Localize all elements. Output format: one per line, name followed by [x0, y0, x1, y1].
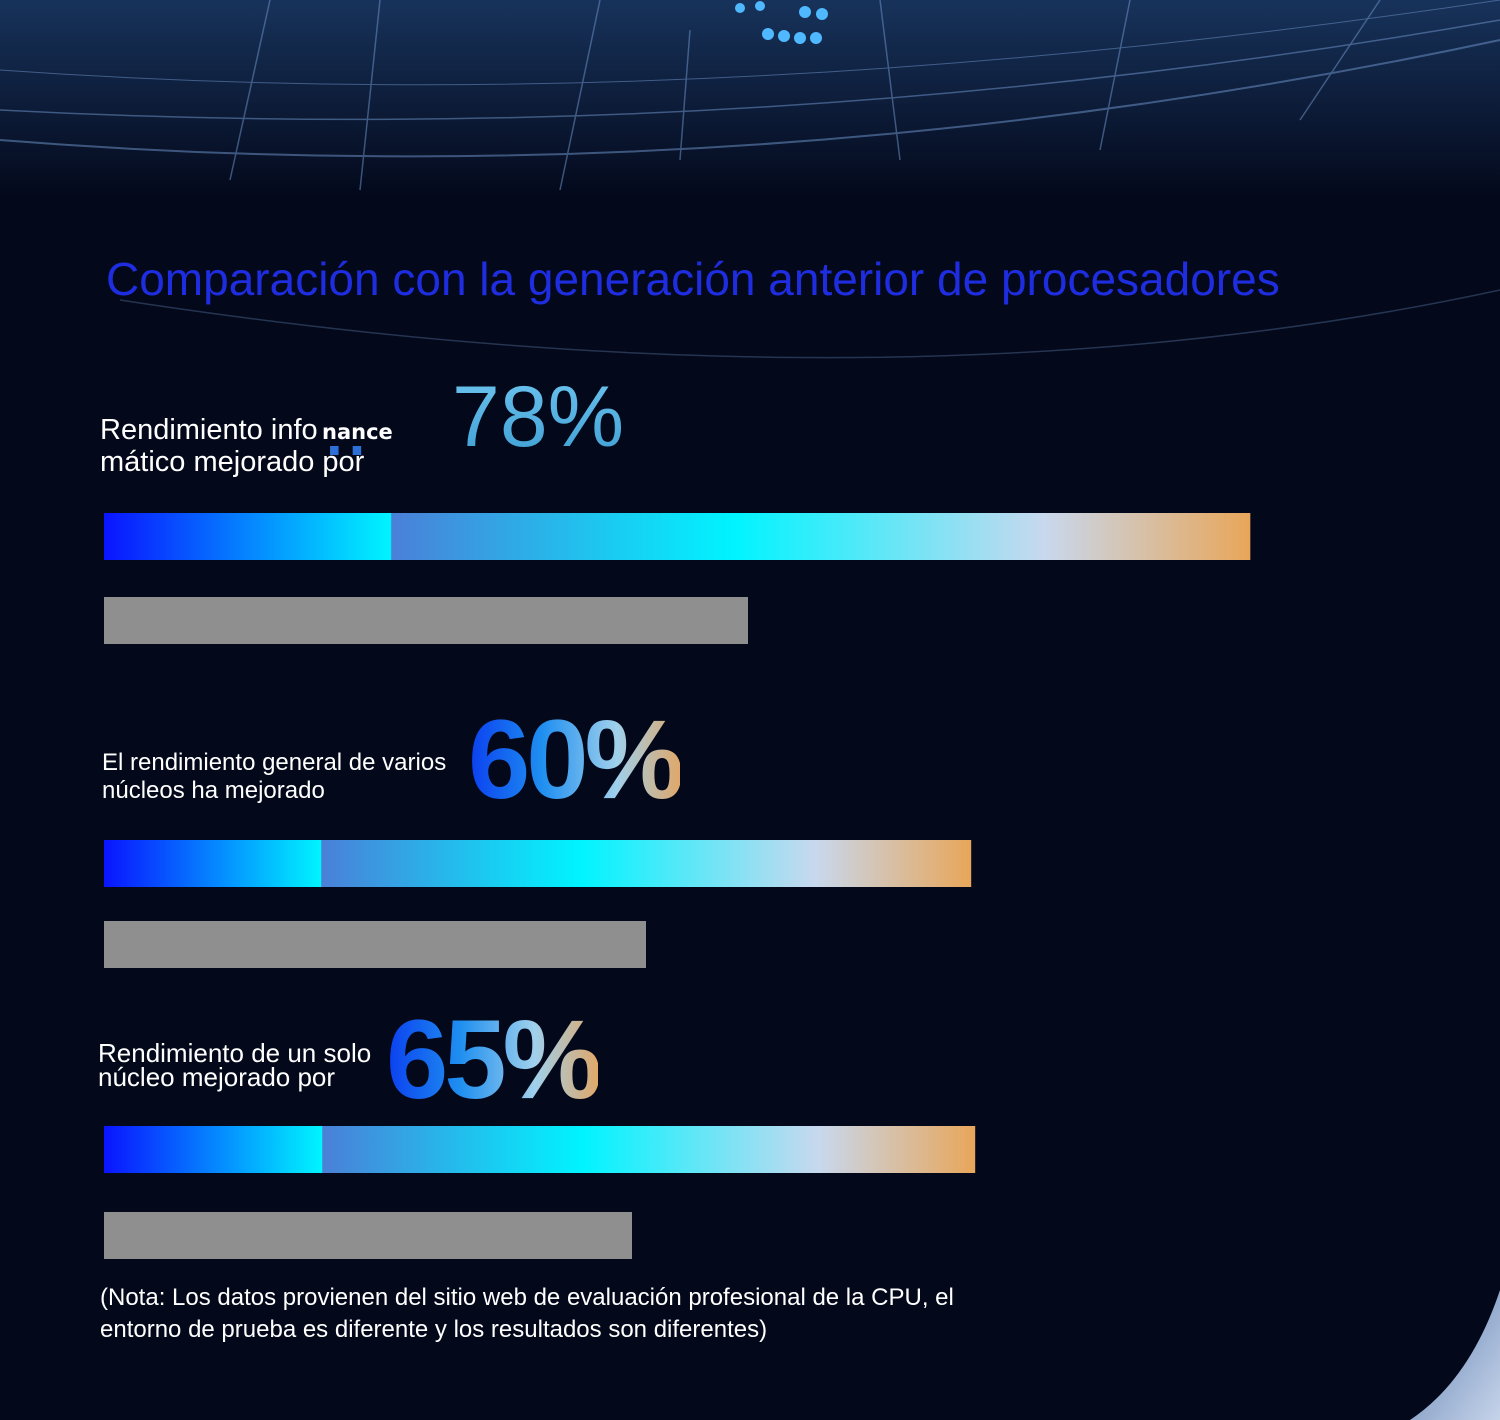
- chart-title: Comparación con la generación anterior d…: [106, 253, 1280, 305]
- circuit-lines: [0, 0, 1500, 359]
- bar-previous-gen-2: [104, 921, 646, 968]
- group-3-percent: 65%: [386, 997, 602, 1122]
- bar-new-gen-2: [104, 840, 972, 887]
- bar-new-gen-3: [104, 1126, 976, 1173]
- group-1-label: Rendimiento info mático mejorado por: [100, 414, 365, 478]
- group-2-label: El rendimiento general de varios núcleos…: [102, 749, 447, 804]
- group-1-dots: ..: [326, 401, 372, 468]
- bar-new-gen-1: [104, 513, 1251, 560]
- bar-previous-gen-1: [104, 597, 748, 644]
- group-1-overlay-text: nance: [322, 420, 393, 444]
- footnote: (Nota: Los datos provienen del sitio web…: [100, 1284, 954, 1343]
- group-2-percent: 60%: [468, 697, 684, 822]
- bar-previous-gen-3: [104, 1212, 632, 1259]
- chip-glow: [735, 1, 828, 44]
- group-3-label: Rendimiento de un solo núcleo mejorado p…: [98, 1038, 372, 1092]
- group-1-percent: 78%: [452, 369, 625, 465]
- corner-arc: [1410, 1290, 1500, 1420]
